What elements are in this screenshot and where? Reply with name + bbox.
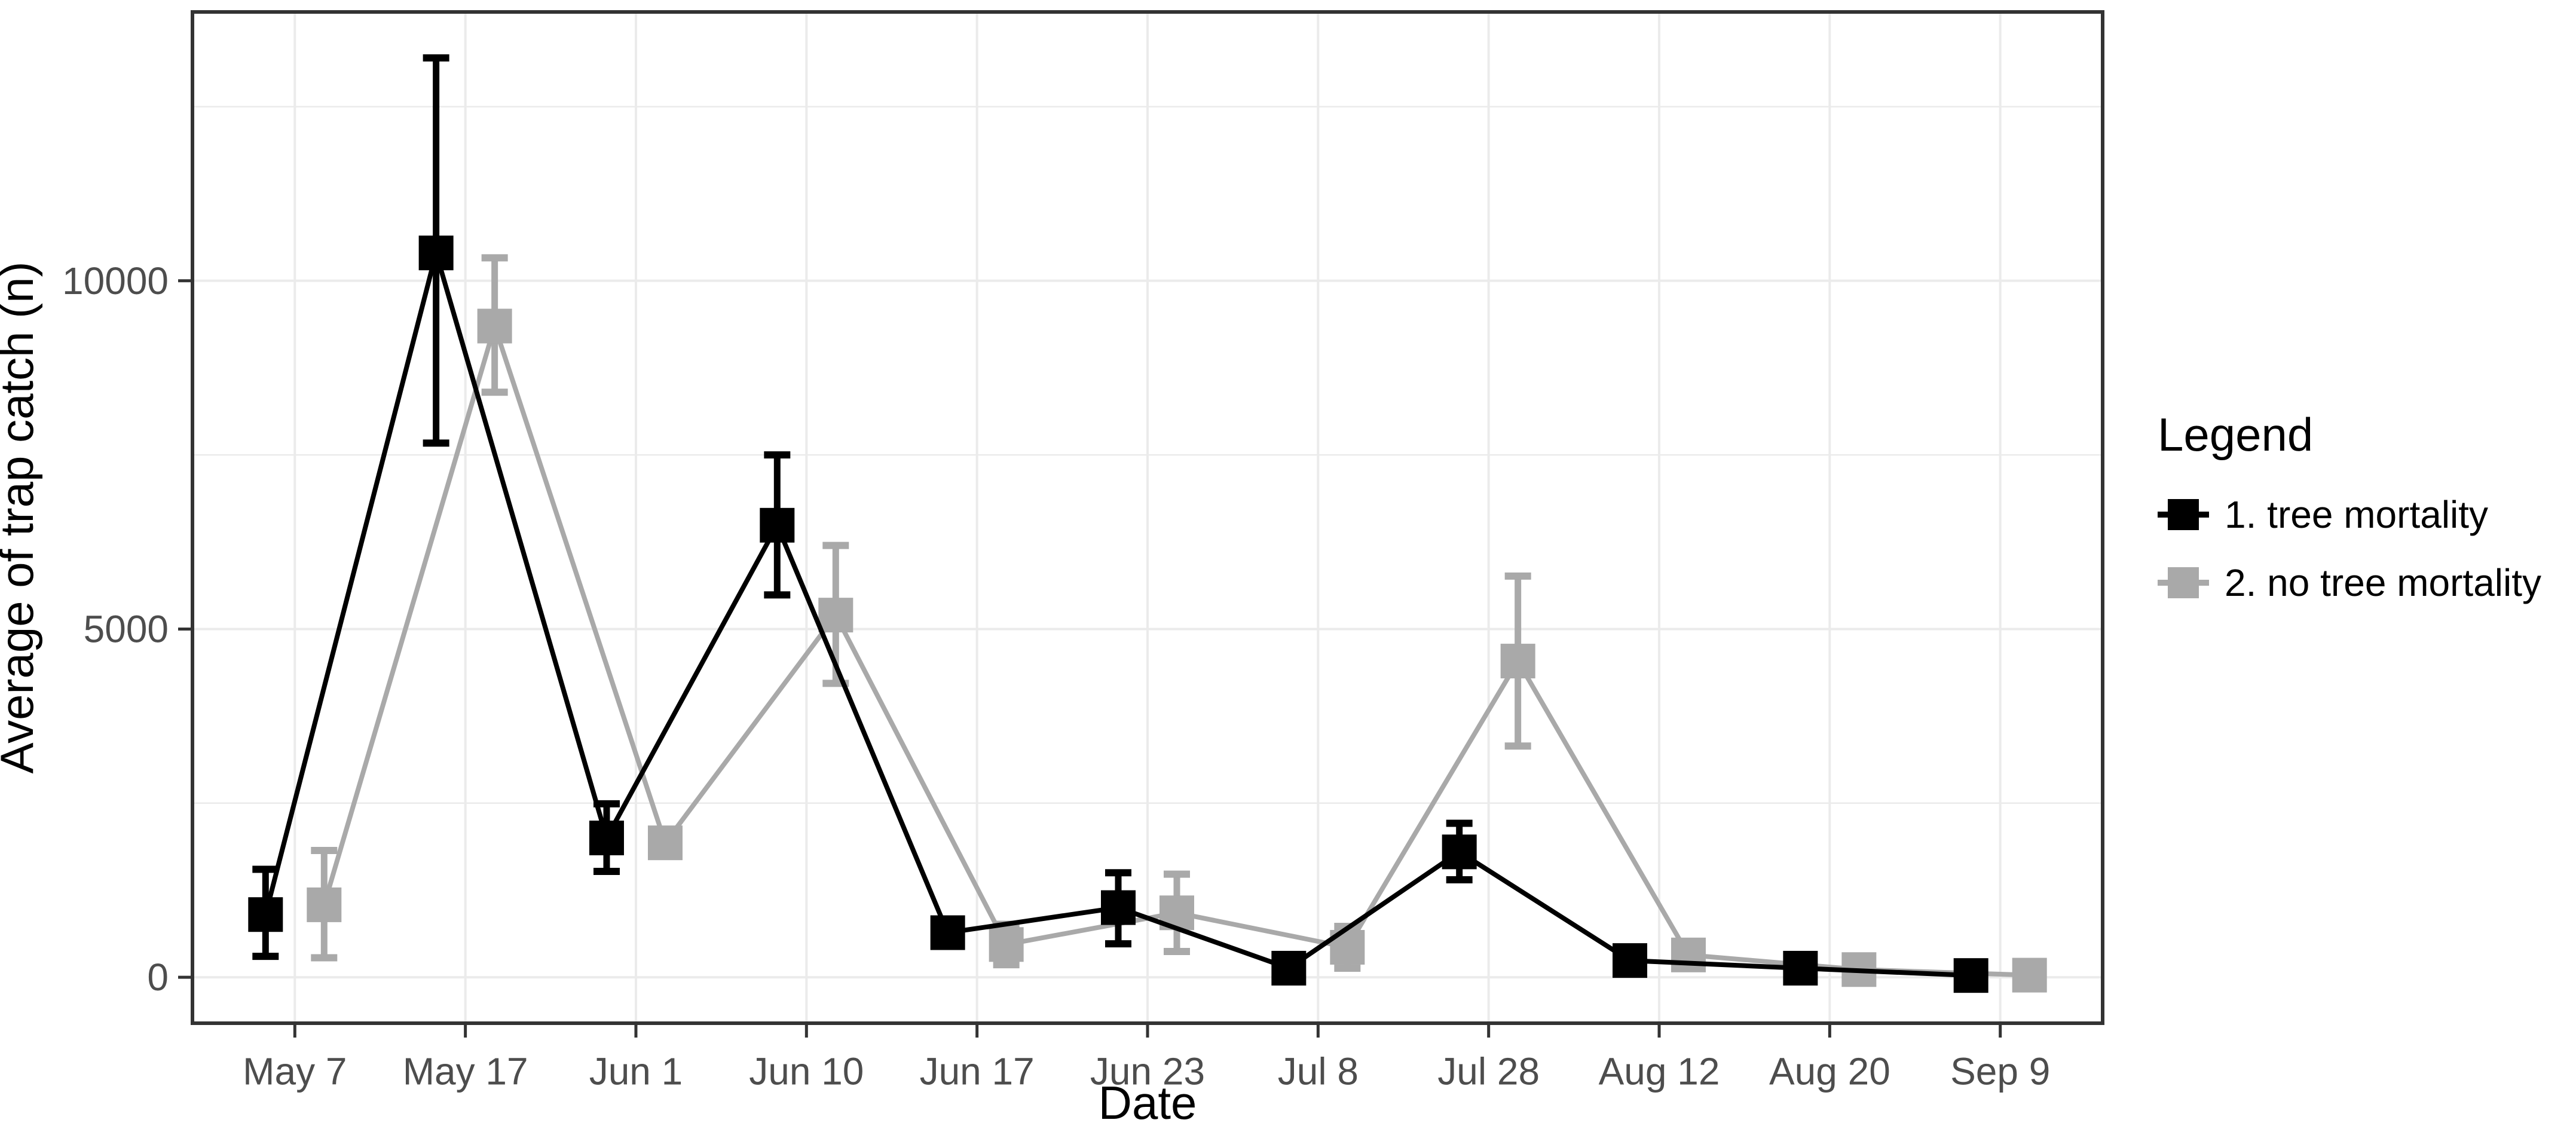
x-axis-title: Date	[1098, 1076, 1197, 1129]
legend-key-icon	[2158, 497, 2209, 532]
data-point-marker	[760, 507, 795, 543]
data-point-marker	[589, 821, 624, 856]
x-tick-label: Aug 20	[1769, 1050, 1890, 1093]
data-point-marker	[2012, 957, 2047, 993]
data-point-marker	[1101, 890, 1136, 925]
legend-entry-label: 2. no tree mortality	[2225, 561, 2541, 604]
data-point-marker	[647, 825, 683, 861]
data-point-marker	[1783, 950, 1818, 986]
x-tick-label: Jun 17	[920, 1050, 1035, 1093]
data-point-marker	[1953, 958, 1988, 993]
data-point-marker	[1671, 937, 1706, 972]
legend: Legend 1. tree mortality 2. no tree morta…	[2158, 411, 2541, 634]
y-axis-title: Average of trap catch (n)	[0, 261, 43, 774]
y-tick-label: 5000	[84, 607, 169, 650]
data-point-marker	[930, 915, 965, 950]
data-point-marker	[818, 598, 853, 633]
x-tick-label: May 7	[243, 1050, 347, 1093]
legend-entry: 1. tree mortality	[2158, 493, 2541, 536]
legend-entry-label: 1. tree mortality	[2225, 493, 2489, 536]
y-tick-label: 10000	[62, 259, 169, 302]
data-point-marker	[1613, 943, 1648, 978]
x-tick-label: Jun 10	[749, 1050, 864, 1093]
x-tick-label: Jun 1	[589, 1050, 683, 1093]
data-point-marker	[1271, 950, 1307, 986]
data-point-marker	[1500, 644, 1535, 679]
x-tick-label: May 17	[403, 1050, 528, 1093]
legend-key-square	[2168, 567, 2199, 598]
legend-key-square	[2168, 499, 2199, 530]
data-point-marker	[418, 235, 454, 271]
legend-key-icon	[2158, 565, 2209, 600]
data-point-marker	[989, 927, 1024, 962]
legend-entry: 2. no tree mortality	[2158, 561, 2541, 604]
x-tick-label: Aug 12	[1599, 1050, 1720, 1093]
data-point-marker	[248, 897, 283, 932]
x-tick-label: Sep 9	[1950, 1050, 2050, 1093]
x-tick-label: Jul 8	[1278, 1050, 1359, 1093]
legend-title: Legend	[2158, 408, 2314, 461]
x-tick-label: Jun 23	[1090, 1050, 1205, 1093]
data-point-marker	[477, 308, 512, 344]
x-tick-label: Jul 28	[1437, 1050, 1540, 1093]
data-point-marker	[1442, 834, 1477, 870]
y-tick-label: 0	[147, 956, 169, 999]
data-point-marker	[307, 887, 342, 922]
